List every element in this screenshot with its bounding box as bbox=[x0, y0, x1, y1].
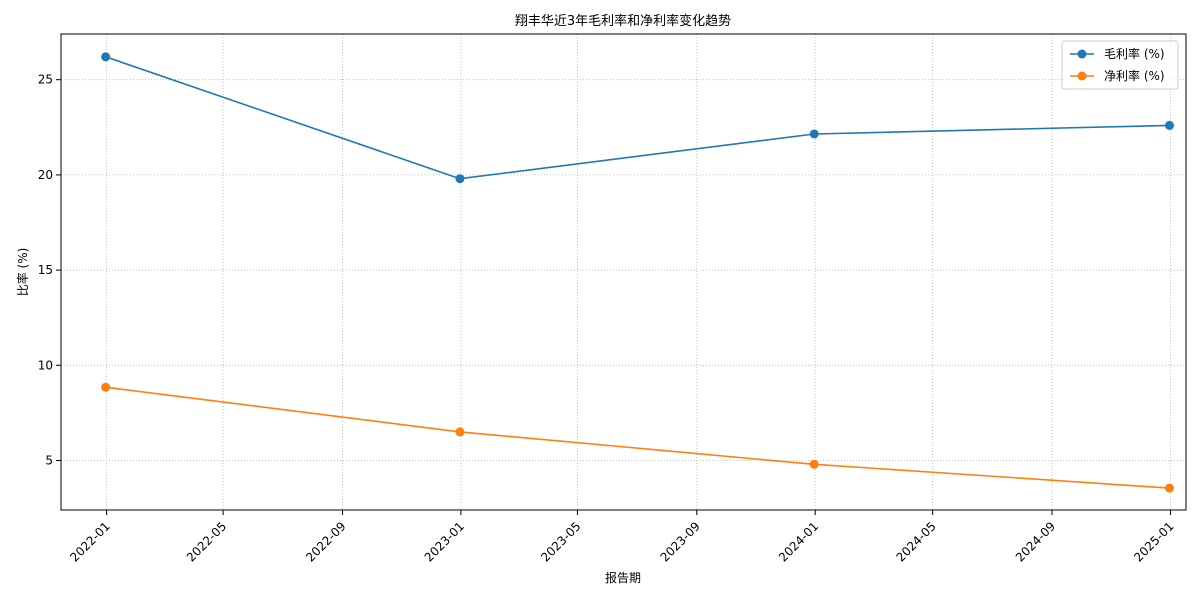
x-axis-label: 报告期 bbox=[605, 570, 641, 585]
series-line-net-margin bbox=[105, 386, 1170, 489]
x-tick-label: 2023-01 bbox=[422, 519, 467, 564]
data-point-net-margin bbox=[455, 427, 465, 437]
x-tick-label: 2022-01 bbox=[67, 519, 112, 564]
y-tick-label: 10 bbox=[38, 358, 53, 372]
legend-marker-gross-margin bbox=[1077, 49, 1087, 59]
data-point-gross-margin bbox=[101, 52, 111, 62]
data-point-net-margin bbox=[1164, 483, 1174, 493]
x-axis: 2022-01 2022-05 2022-09 2023-01 2023-05 2023-… bbox=[67, 510, 1177, 565]
legend: 毛利率 (%) 净利率 (%) bbox=[1061, 40, 1179, 90]
data-point-gross-margin bbox=[1164, 120, 1174, 130]
x-tick-label: 2023-05 bbox=[538, 519, 583, 564]
y-tick-label: 25 bbox=[38, 73, 53, 87]
grid-lines bbox=[61, 34, 1186, 510]
legend-label-gross-margin: 毛利率 (%) bbox=[1104, 46, 1165, 61]
y-axis: 5 10 15 20 25 bbox=[38, 73, 61, 467]
plot-frame bbox=[60, 33, 1187, 511]
chart-title: 翔丰华近3年毛利率和净利率变化趋势 bbox=[515, 13, 731, 29]
x-tick-label: 2022-09 bbox=[303, 519, 348, 564]
series-line-gross-margin bbox=[105, 56, 1170, 180]
legend-marker-net-margin bbox=[1077, 71, 1087, 81]
x-tick-label: 2024-01 bbox=[776, 519, 821, 564]
y-axis-label: 比率 (%) bbox=[15, 248, 30, 297]
x-tick-label: 2024-09 bbox=[1013, 519, 1058, 564]
data-point-gross-margin bbox=[455, 174, 465, 184]
legend-box bbox=[1061, 40, 1179, 90]
x-tick-label: 2025-01 bbox=[1131, 519, 1176, 564]
x-tick-label: 2023-09 bbox=[658, 519, 703, 564]
x-tick-label: 2024-05 bbox=[893, 519, 938, 564]
y-tick-label: 20 bbox=[38, 168, 53, 182]
legend-label-net-margin: 净利率 (%) bbox=[1104, 68, 1165, 83]
data-point-net-margin bbox=[101, 382, 111, 392]
data-point-net-margin bbox=[809, 459, 819, 469]
data-point-gross-margin bbox=[809, 129, 819, 139]
x-tick-label: 2022-05 bbox=[184, 519, 229, 564]
y-tick-label: 15 bbox=[38, 263, 53, 277]
series-group bbox=[101, 52, 1174, 493]
y-tick-label: 5 bbox=[45, 453, 53, 467]
